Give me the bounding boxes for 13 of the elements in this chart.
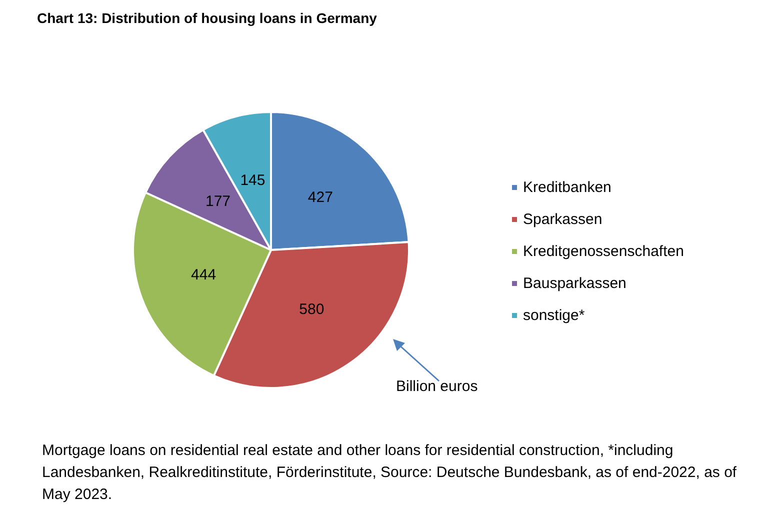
text: Billion euros bbox=[396, 378, 478, 395]
chart-title: Chart 13: Distribution of housing loans in Germany bbox=[37, 10, 378, 26]
data-label: 580 bbox=[299, 300, 324, 318]
data-label: 444 bbox=[191, 266, 216, 284]
legend-label: Kreditbanken bbox=[523, 179, 612, 196]
data-label: 145 bbox=[240, 172, 266, 189]
legend-label: Sparkassen bbox=[523, 211, 602, 228]
data-label: 177 bbox=[205, 192, 231, 210]
legend-label: Kreditgenossenschaften bbox=[523, 243, 684, 260]
legend-label: Bausparkassen bbox=[523, 275, 626, 292]
legend-label: sonstige* bbox=[523, 307, 585, 324]
text: Mortgage loans on residential real estate and other loans for residential construction, *including Landesbanken, Realkreditinstitute, Förderinstitute, Source: Deutsche Bundesbank, as of end-2022, as of May 2023. bbox=[42, 441, 738, 505]
data-label: 427 bbox=[308, 189, 333, 206]
